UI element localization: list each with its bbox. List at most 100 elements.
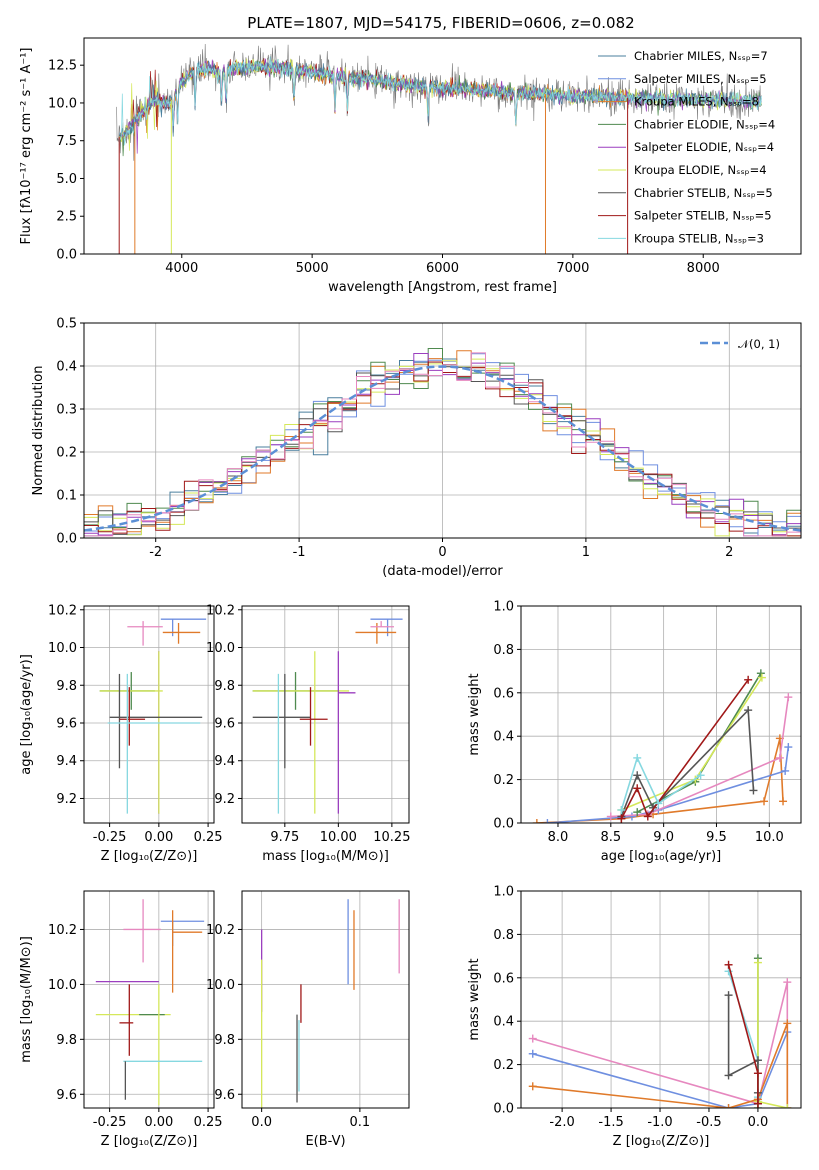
- data-point: [119, 687, 146, 746]
- y-tick-label: 10.0: [206, 978, 235, 993]
- weight-marker: [760, 797, 769, 806]
- weight-marker: [744, 706, 753, 715]
- weight-marker: [753, 1069, 762, 1078]
- weight-marker: [724, 1104, 733, 1108]
- y-axis-label: age [log₁₀(age/yr)]: [19, 654, 34, 775]
- x-tick-label: 0.00: [144, 1115, 173, 1130]
- data-point: [355, 622, 397, 644]
- data-point: [109, 673, 203, 769]
- histogram-series: [84, 352, 801, 537]
- x-axis-label: age [log₁₀(age/yr)]: [601, 849, 722, 864]
- y-tick-label: 9.4: [56, 754, 77, 769]
- x-tick-label: 0.25: [194, 830, 223, 845]
- y-tick-label: 1.0: [493, 885, 514, 900]
- mass-vs-metallicity-panel: -0.25 0.00 0.25 9.6 9.8 10.0 10.2 Z [log₁₀(Z/Z⊙…: [19, 890, 223, 1149]
- y-tick-label: 1.0: [493, 600, 514, 615]
- x-tick-label: 8.0: [548, 830, 569, 845]
- x-axis-label: wavelength [Angstrom, rest frame]: [328, 280, 557, 295]
- legend-label: Salpeter STELIB, Nₛₛₚ=5: [634, 209, 772, 223]
- weight-marker: [781, 766, 790, 775]
- y-tick-label: 9.8: [56, 679, 77, 694]
- y-tick-label: 0.5: [56, 317, 77, 332]
- weight-marker: [784, 693, 793, 702]
- x-tick-label: 0: [438, 545, 446, 560]
- y-tick-label: 7.5: [56, 134, 77, 149]
- plot-area: [95, 899, 205, 1106]
- y-tick-label: 10.2: [48, 603, 77, 618]
- y-tick-label: 12.5: [48, 59, 77, 74]
- legend-label: Salpeter MILES, Nₛₛₚ=5: [634, 72, 767, 86]
- x-axis-label: E(B-V): [305, 1134, 345, 1149]
- y-axis-label: Flux [fλ10⁻¹⁷ erg cm⁻² s⁻¹ A⁻¹]: [19, 48, 34, 245]
- weight-marker: [744, 675, 753, 684]
- weight-marker: [724, 991, 733, 1000]
- legend-label: Chabrier ELODIE, Nₛₛₚ=4: [634, 117, 775, 131]
- axes-frame: [520, 605, 802, 824]
- x-tick-label: 9.0: [653, 830, 674, 845]
- y-tick-label: 0.1: [56, 489, 77, 504]
- x-tick-label: 0.00: [144, 830, 173, 845]
- axes-frame: [241, 605, 410, 824]
- y-tick-label: 0.6: [493, 686, 514, 701]
- weight-marker: [753, 1099, 762, 1108]
- y-tick-label: 0.3: [56, 403, 77, 418]
- y-axis-label: mass [log₁₀(M/M⊙)]: [19, 936, 34, 1063]
- y-tick-label: 9.2: [56, 792, 77, 807]
- data-point: [370, 621, 395, 628]
- legend-label: 𝒩(0, 1): [738, 337, 780, 351]
- weight-marker: [528, 1034, 537, 1043]
- legend-label: Chabrier STELIB, Nₛₛₚ=5: [634, 186, 773, 200]
- x-tick-label: -1.5: [598, 1115, 623, 1130]
- weight-marker: [784, 743, 793, 752]
- spectrum-model-line: [118, 56, 762, 146]
- data-point: [171, 910, 203, 993]
- y-tick-label: 10.0: [48, 641, 77, 656]
- weight-marker: [606, 812, 615, 821]
- weight-marker: [783, 978, 792, 987]
- x-tick-label: -0.5: [696, 1115, 721, 1130]
- y-axis-label: mass weight: [467, 958, 482, 1040]
- weight-marker: [543, 819, 552, 823]
- weight-marker: [528, 1049, 537, 1058]
- y-tick-label: 9.6: [56, 1088, 77, 1103]
- data-point: [337, 651, 356, 814]
- weight-vs-metallicity-panel: -2.0 -1.5 -1.0 -0.5 0.0 0.0 0.2 0.4 0.6 0.8 1.0 Z […: [467, 885, 802, 1149]
- axes-frame: [83, 322, 802, 539]
- x-tick-label: -2: [149, 545, 162, 560]
- weight-series-line: [610, 696, 790, 818]
- axes-frame: [83, 890, 215, 1109]
- weight-series-line: [620, 679, 749, 820]
- data-point: [107, 673, 201, 814]
- weight-marker: [532, 819, 541, 823]
- weight-marker: [654, 799, 663, 808]
- plot-area: [260, 899, 400, 1108]
- data-point: [299, 687, 328, 746]
- legend-label: Chabrier MILES, Nₛₛₚ=7: [634, 49, 768, 63]
- axes-frame: [520, 890, 802, 1109]
- legend-label: Salpeter ELODIE, Nₛₛₚ=4: [634, 140, 774, 154]
- age-vs-metallicity-panel: -0.25 0.00 0.25 9.2 9.4 9.6 9.8 10.0 10.2 Z [log₁…: [19, 603, 223, 864]
- y-tick-label: 0.8: [493, 643, 514, 658]
- x-tick-label: 1: [582, 545, 590, 560]
- x-tick-label: -1: [293, 545, 306, 560]
- weight-marker: [753, 958, 762, 967]
- weight-marker: [775, 753, 784, 762]
- x-axis-label: (data-model)/error: [382, 564, 503, 579]
- weight-marker: [627, 812, 636, 821]
- weight-marker: [753, 1056, 762, 1065]
- weight-series-line: [621, 677, 763, 811]
- x-tick-label: 0.25: [194, 1115, 223, 1130]
- x-tick-label: -2.0: [549, 1115, 574, 1130]
- residual-histogram-panel: -2 -1 0 1 2 0.0 0.1 0.2 0.3 0.4 0.5 (data-model)/er…: [31, 317, 802, 579]
- y-tick-label: 9.8: [214, 1033, 235, 1048]
- axes-frame: [83, 37, 802, 255]
- x-tick-label: 2: [725, 545, 733, 560]
- data-point: [370, 618, 403, 637]
- legend-label: Kroupa MILES, Nₛₛₚ=8: [634, 95, 759, 109]
- x-tick-label: 10.00: [320, 830, 357, 845]
- y-tick-label: 0.0: [493, 817, 514, 832]
- x-tick-label: 7000: [556, 261, 589, 276]
- weight-marker: [756, 669, 765, 678]
- y-tick-label: 10.2: [48, 923, 77, 938]
- weight-marker: [724, 1071, 733, 1080]
